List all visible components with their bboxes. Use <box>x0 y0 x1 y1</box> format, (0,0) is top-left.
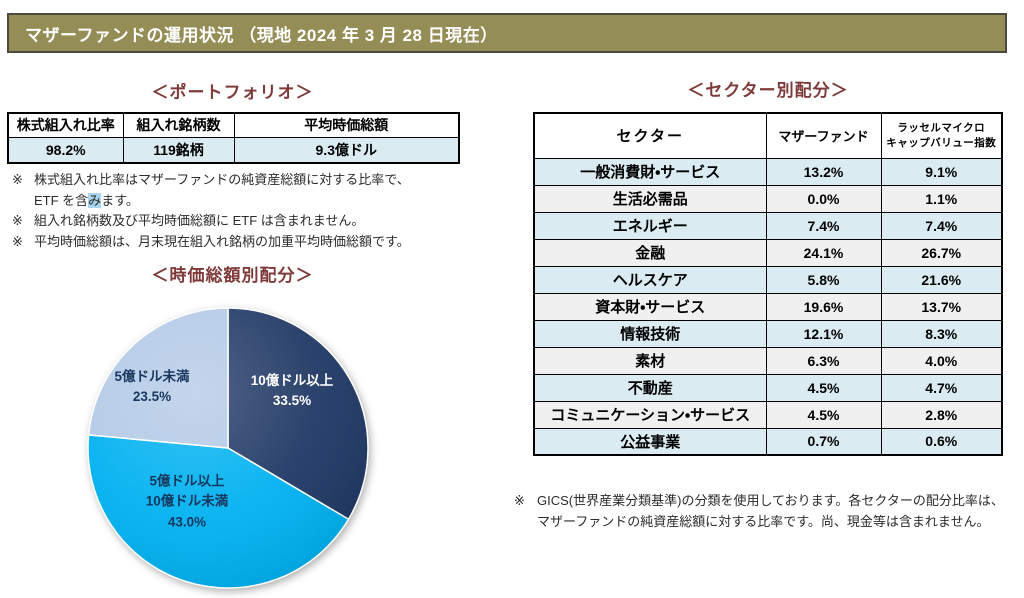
index-weight: 13.7% <box>880 292 1003 321</box>
sector-col-sector: セクター <box>533 112 767 159</box>
note-1-line-2: ETF を含 <box>34 192 89 208</box>
pie-label-under-500m: 5億ドル未満 23.5% <box>114 367 189 408</box>
sector-col-index: ラッセルマイクロ キャップバリュー指数 <box>880 112 1003 159</box>
portfolio-col-equity-ratio: 株式組入れ比率 <box>7 112 124 138</box>
sector-col-fund: マザーファンド <box>765 112 882 159</box>
sector-row: 公益事業 0.7% 0.6% <box>533 427 1003 456</box>
fund-weight: 13.2% <box>765 157 882 186</box>
sector-name: 素材 <box>533 346 767 375</box>
pie-label-text: 5億ドル未満 <box>114 368 190 384</box>
sector-name: ヘルスケア <box>533 265 767 294</box>
pie-label-text: 5億ドル以上 <box>149 473 225 489</box>
sector-name: エネルギー <box>533 211 767 240</box>
note-marker: ※ <box>12 233 23 249</box>
pie-label-value: 33.5% <box>272 393 312 408</box>
sector-name: 情報技術 <box>533 319 767 348</box>
portfolio-section-title: ＜ポートフォリオ＞ <box>151 83 314 102</box>
sector-name: 資本財・サービス <box>533 292 767 321</box>
sector-col-index-line-1: ラッセルマイクロ <box>897 121 986 134</box>
index-weight: 0.6% <box>880 427 1003 456</box>
note-1-line-1: 株式組入れ比率はマザーファンドの純資産総額に対する比率で、 <box>34 172 410 187</box>
pie-label-text: 10億ドル未満 <box>145 493 229 509</box>
pie-label-value: 23.5% <box>132 389 172 404</box>
portfolio-note-2: ※ 組入れ銘柄数及び平均時価総額に ETF は含まれません。 <box>12 211 477 232</box>
index-weight: 1.1% <box>880 184 1003 213</box>
note-marker: ※ <box>12 213 23 229</box>
fund-weight: 19.6% <box>765 292 882 321</box>
sector-table: セクター マザーファンド ラッセルマイクロ キャップバリュー指数 一般消費財・サ… <box>533 112 1003 456</box>
fund-weight: 0.7% <box>765 427 882 456</box>
sector-row: 生活必需品 0.0% 1.1% <box>533 184 1003 213</box>
fund-weight: 6.3% <box>765 346 882 375</box>
fund-weight: 24.1% <box>765 238 882 267</box>
footnote-marker: ※ <box>514 493 525 508</box>
portfolio-note-3: ※ 平均時価総額は、月末現在組入れ銘柄の加重平均時価総額です。 <box>12 232 477 253</box>
sector-row: 資本財・サービス 19.6% 13.7% <box>533 292 1003 321</box>
sector-footnote: ※ GICS(世界産業分類基準)の分類を使用しております。各セクターの配分比率は… <box>514 491 1012 533</box>
portfolio-col-holdings: 組入れ銘柄数 <box>122 112 235 138</box>
index-weight: 9.1% <box>880 157 1003 186</box>
sector-row: 素材 6.3% 4.0% <box>533 346 1003 375</box>
highlighted-text: み <box>88 192 102 208</box>
sector-row: 情報技術 12.1% 8.3% <box>533 319 1003 348</box>
portfolio-notes: ※ 株式組入れ比率はマザーファンドの純資産総額に対する比率で、 ETF を含みます… <box>12 170 477 252</box>
portfolio-note-3-text: 平均時価総額は、月末現在組入れ銘柄の加重平均時価総額です。 <box>34 233 410 249</box>
sector-col-index-line-2: キャップバリュー指数 <box>886 136 997 149</box>
sector-footnote-text: GICS(世界産業分類基準)の分類を使用しております。各セクターの配分比率は、マ… <box>537 493 1004 529</box>
portfolio-holdings-value: 119銘柄 <box>122 136 235 164</box>
note-marker: ※ <box>12 172 23 187</box>
sector-row: 一般消費財・サービス 13.2% 9.1% <box>533 157 1003 186</box>
fund-weight: 0.0% <box>765 184 882 213</box>
sector-name: 金融 <box>533 238 767 267</box>
sector-row: コミュニケーション・サービス 4.5% 2.8% <box>533 400 1003 429</box>
portfolio-note-1-text: 株式組入れ比率はマザーファンドの純資産総額に対する比率で、 ETF を含みます。 <box>34 170 410 211</box>
portfolio-value-row: 98.2% 119銘柄 9.3億ドル <box>7 136 460 164</box>
note-1-line-2-end: ます。 <box>101 192 139 208</box>
sector-name: 不動産 <box>533 373 767 402</box>
sector-name: コミュニケーション・サービス <box>533 400 767 429</box>
marketcap-section-title: ＜時価総額別配分＞ <box>151 266 314 285</box>
portfolio-note-2-text: 組入れ銘柄数及び平均時価総額に ETF は含まれません。 <box>34 213 365 229</box>
index-weight: 4.0% <box>880 346 1003 375</box>
index-weight: 26.7% <box>880 238 1003 267</box>
portfolio-avg-marketcap-value: 9.3億ドル <box>233 136 460 164</box>
portfolio-table: 株式組入れ比率 組入れ銘柄数 平均時価総額 98.2% 119銘柄 9.3億ドル <box>7 112 460 164</box>
index-weight: 2.8% <box>880 400 1003 429</box>
marketcap-pie-chart: 10億ドル以上 33.5% 5億ドル以上 10億ドル未満 43.0% 5億ドル未… <box>83 303 373 593</box>
page-title: マザーファンドの運用状況 （現地 2024 年 3 月 28 日現在） <box>25 25 498 45</box>
pie-label-text: 10億ドル以上 <box>250 372 334 388</box>
sector-name: 公益事業 <box>533 427 767 456</box>
pie-label-500m-1b: 5億ドル以上 10億ドル未満 43.0% <box>146 472 229 533</box>
fund-weight: 4.5% <box>765 373 882 402</box>
portfolio-note-1: ※ 株式組入れ比率はマザーファンドの純資産総額に対する比率で、 ETF を含みます… <box>12 170 477 211</box>
index-weight: 4.7% <box>880 373 1003 402</box>
pie-chart-svg <box>87 307 369 589</box>
fund-weight: 4.5% <box>765 400 882 429</box>
portfolio-equity-ratio-value: 98.2% <box>7 136 124 164</box>
sector-header-row: セクター マザーファンド ラッセルマイクロ キャップバリュー指数 <box>533 112 1003 159</box>
fund-weight: 12.1% <box>765 319 882 348</box>
portfolio-header-row: 株式組入れ比率 組入れ銘柄数 平均時価総額 <box>7 112 460 138</box>
header-bar: マザーファンドの運用状況 （現地 2024 年 3 月 28 日現在） <box>7 13 1007 53</box>
index-weight: 21.6% <box>880 265 1003 294</box>
sector-section-title: ＜セクター別配分＞ <box>687 81 849 100</box>
index-weight: 7.4% <box>880 211 1003 240</box>
index-weight: 8.3% <box>880 319 1003 348</box>
fund-weight: 5.8% <box>765 265 882 294</box>
portfolio-col-avg-marketcap: 平均時価総額 <box>233 112 460 138</box>
sector-name: 一般消費財・サービス <box>533 157 767 186</box>
sector-row: エネルギー 7.4% 7.4% <box>533 211 1003 240</box>
sector-row: 不動産 4.5% 4.7% <box>533 373 1003 402</box>
fund-weight: 7.4% <box>765 211 882 240</box>
sector-row: 金融 24.1% 26.7% <box>533 238 1003 267</box>
pie-label-value: 43.0% <box>167 514 207 530</box>
sector-name: 生活必需品 <box>533 184 767 213</box>
pie-label-over-1b: 10億ドル以上 33.5% <box>251 371 334 412</box>
sector-row: ヘルスケア 5.8% 21.6% <box>533 265 1003 294</box>
